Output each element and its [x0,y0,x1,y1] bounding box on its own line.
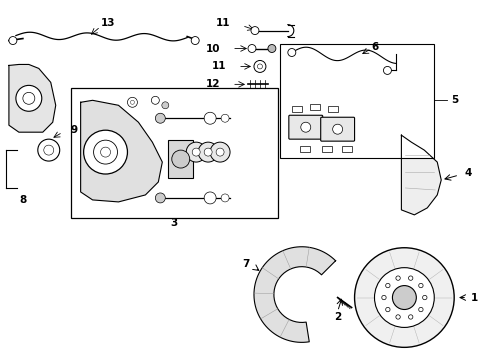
Bar [310,104,319,110]
Circle shape [251,27,259,35]
Bar [342,146,352,152]
Text: 11: 11 [216,18,230,28]
Circle shape [204,148,212,156]
Circle shape [386,307,390,312]
Circle shape [396,276,400,280]
Circle shape [16,85,42,111]
Bar [71,88,278,218]
Circle shape [301,122,311,132]
Text: 6: 6 [372,41,379,51]
Text: 13: 13 [101,18,116,28]
Text: 1: 1 [471,293,478,302]
Text: 10: 10 [206,44,220,54]
Circle shape [204,192,216,204]
Circle shape [422,295,427,300]
Circle shape [288,49,296,57]
Circle shape [374,268,434,328]
Text: 7: 7 [243,259,250,269]
Bar [322,146,332,152]
Text: 5: 5 [451,95,459,105]
Circle shape [23,92,35,104]
Circle shape [127,97,137,107]
Circle shape [419,307,423,312]
Circle shape [355,248,454,347]
Text: 12: 12 [206,79,220,89]
Text: 8: 8 [19,195,26,205]
Circle shape [198,142,218,162]
Circle shape [155,193,165,203]
Circle shape [254,60,266,72]
Circle shape [221,114,229,122]
FancyBboxPatch shape [321,117,355,141]
Circle shape [409,276,413,280]
Circle shape [210,142,230,162]
Polygon shape [401,135,441,215]
Circle shape [216,148,224,156]
Text: 3: 3 [171,218,178,228]
Circle shape [172,150,190,168]
FancyBboxPatch shape [289,115,323,139]
Circle shape [84,130,127,174]
Circle shape [392,285,416,310]
Polygon shape [254,247,336,342]
Bar [280,44,434,158]
Circle shape [221,194,229,202]
Circle shape [419,283,423,288]
Circle shape [38,139,60,161]
Circle shape [191,37,199,45]
Circle shape [151,96,159,104]
Circle shape [204,112,216,124]
Circle shape [248,45,256,53]
Text: 2: 2 [334,312,341,323]
Bar [300,146,310,152]
Circle shape [100,147,111,157]
Circle shape [162,102,169,109]
Circle shape [192,148,200,156]
Text: 4: 4 [464,168,471,178]
Circle shape [44,145,54,155]
Polygon shape [9,64,56,132]
Polygon shape [81,100,162,202]
Circle shape [409,315,413,319]
Circle shape [386,283,390,288]
Circle shape [9,37,17,45]
Bar [168,140,193,178]
Circle shape [384,67,392,75]
Circle shape [186,142,206,162]
Bar [292,106,302,112]
Text: 11: 11 [212,62,226,71]
Circle shape [268,45,276,53]
Bar [328,106,338,112]
Circle shape [257,64,263,69]
Circle shape [130,100,134,104]
Circle shape [94,140,118,164]
Circle shape [333,124,343,134]
Circle shape [396,315,400,319]
Text: 9: 9 [71,125,78,135]
Circle shape [155,113,165,123]
Circle shape [382,295,386,300]
